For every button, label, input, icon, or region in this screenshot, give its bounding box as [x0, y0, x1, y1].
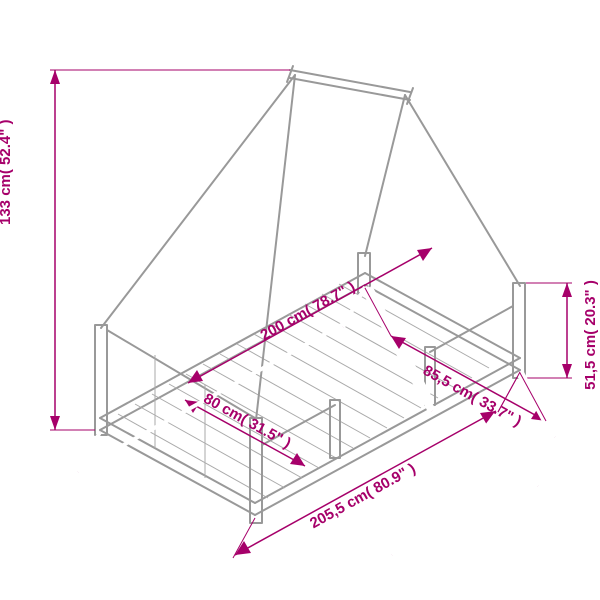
label-height: 133 cm( 52.4" ) [0, 119, 14, 225]
label-side-height: 51,5 cm( 20.3" ) [582, 280, 599, 390]
dimension-diagram: 133 cm( 52.4" ) 51,5 cm( 20.3" ) 200 cm(… [0, 0, 600, 600]
